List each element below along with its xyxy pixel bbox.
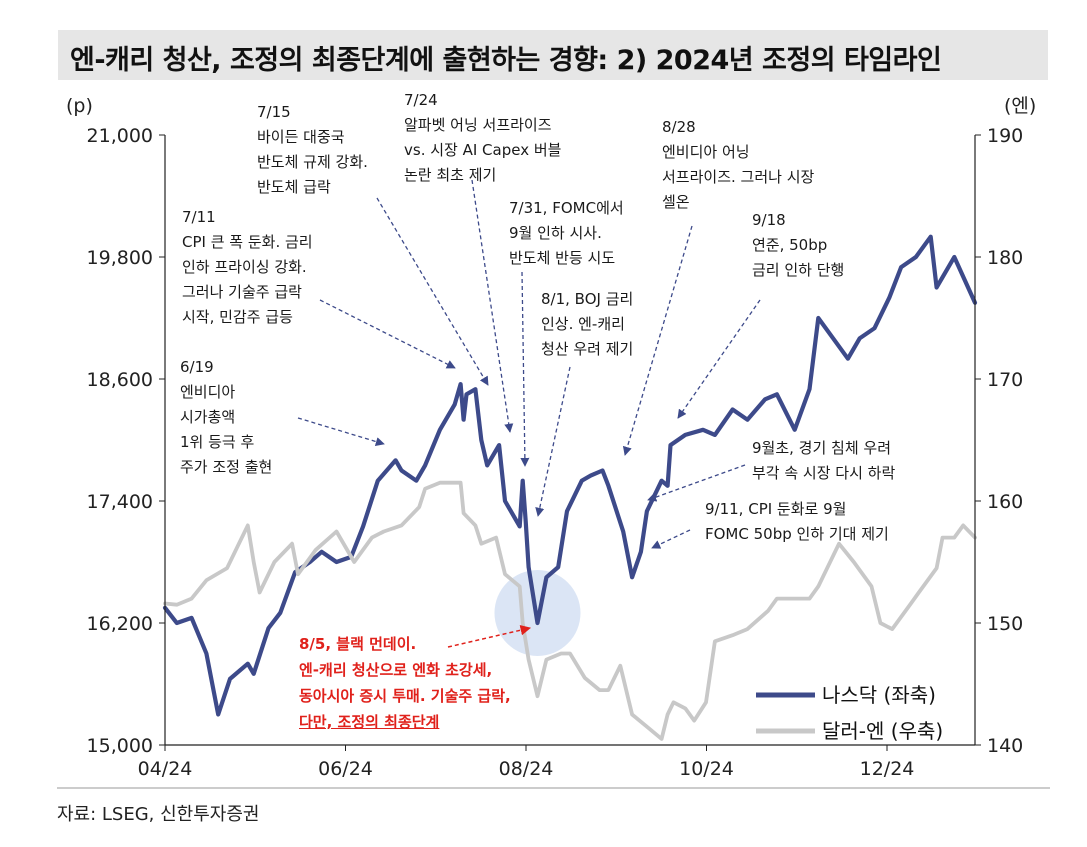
legend-label-nasdaq: 나스닥 (좌축) <box>822 683 936 707</box>
title-bar <box>58 30 1048 80</box>
arrow-0724 <box>471 179 514 433</box>
arrow-0731 <box>520 271 530 467</box>
annotation-line: vs. 시장 AI Capex 버블 <box>404 141 562 159</box>
annotation-line: 9/11, CPI 둔화로 9월 <box>705 500 847 518</box>
annotation-line: 7/24 <box>404 91 438 109</box>
annotation-0918: 9/18 연준, 50bp 금리 인하 단행 <box>752 208 844 283</box>
annotation-line: 논란 최초 제기 <box>404 166 497 184</box>
right-tick-label: 170 <box>987 369 1023 391</box>
series-line-usdjpy <box>163 480 977 741</box>
arrow-0918 <box>677 299 761 419</box>
annotation-line: 9월 인하 시사. <box>509 224 602 242</box>
annotation-line: 9월초, 경기 침체 우려 <box>752 439 892 457</box>
annotation-line: 7/31, FOMC에서 <box>509 199 624 217</box>
annotation-line: 9/18 <box>752 211 786 229</box>
arrow-0801 <box>535 366 571 517</box>
arrow-0619 <box>297 417 385 446</box>
annotation-line: 6/19 <box>180 358 214 376</box>
annotation-line: 7/11 <box>182 208 216 226</box>
left-tick-label: 16,200 <box>87 613 153 635</box>
annotation-line: 연준, 50bp <box>752 236 828 254</box>
annotation-underlined: 다만, 조정의 최종단계 <box>299 713 440 731</box>
right-tick-label: 180 <box>987 247 1023 269</box>
series-line-nasdaq <box>162 234 978 717</box>
left-tick-label: 15,000 <box>87 735 153 757</box>
annotation-line: 8/5, 블랙 먼데이. <box>299 635 417 653</box>
annotation-0911: 9/11, CPI 둔화로 9월 FOMC 50bp 인하 기대 제기 <box>705 497 889 547</box>
arrow-0715 <box>376 197 489 386</box>
annotation-line: 엔비디아 어닝 <box>662 143 750 161</box>
annotation-line: 시가총액 <box>180 408 236 426</box>
annotation-line: 동아시아 증시 투매. 기술주 급락, <box>299 687 511 705</box>
annotation-line: 반도체 급락 <box>257 178 331 196</box>
annotation-line: 8/28 <box>662 118 696 136</box>
x-tick-label: 12/24 <box>860 758 915 780</box>
x-tick-label: 10/24 <box>679 758 734 780</box>
left-tick-label: 18,600 <box>87 369 153 391</box>
annotation-line: 8/1, BOJ 금리 <box>541 290 634 308</box>
right-tick-label: 160 <box>987 491 1023 513</box>
annotation-line: 그러나 기술주 급락 <box>182 283 302 301</box>
right-tick-label: 190 <box>987 125 1023 147</box>
arrow-0911 <box>651 529 691 549</box>
left-tick-label: 21,000 <box>87 125 153 147</box>
right-tick-label: 150 <box>987 613 1023 635</box>
left-axis-unit: (p) <box>66 95 93 117</box>
legend-label-usdjpy: 달러-엔 (우축) <box>822 719 943 743</box>
arrow-sep-early <box>647 464 746 502</box>
right-axis-unit: (엔) <box>1004 95 1036 117</box>
annotation-0805: 8/5, 블랙 먼데이. 엔-캐리 청산으로 엔화 초강세, 동아시아 증시 투매.… <box>299 631 511 735</box>
left-tick-label: 19,800 <box>87 247 153 269</box>
annotation-line: 1위 등극 후 <box>180 433 255 451</box>
annotation-line: 반도체 규제 강화. <box>257 153 368 171</box>
x-tick-label: 04/24 <box>138 758 193 780</box>
annotation-line: 엔비디아 <box>180 383 236 401</box>
annotation-line: 청산 우려 제기 <box>541 340 634 358</box>
source-note: 자료: LSEG, 신한투자증권 <box>57 804 260 825</box>
annotation-line: 엔-캐리 청산으로 엔화 초강세, <box>299 661 493 679</box>
annotation-line: CPI 큰 폭 둔화. 금리 <box>182 233 313 251</box>
annotation-line: 금리 인하 단행 <box>752 261 845 279</box>
annotation-line: 인상. 엔-캐리 <box>541 315 625 333</box>
x-tick-label: 08/24 <box>499 758 554 780</box>
annotation-line: 인하 프라이싱 강화. <box>182 258 307 276</box>
annotation-line: FOMC 50bp 인하 기대 제기 <box>705 525 889 543</box>
annotation-line: 주가 조정 출현 <box>180 458 273 476</box>
chart-title: 엔-캐리 청산, 조정의 최종단계에 출현하는 경향: 2) 2024년 조정의… <box>70 45 942 76</box>
annotation-line: 부각 속 시장 다시 하락 <box>752 464 896 482</box>
annotation-line: 알파벳 어닝 서프라이즈 <box>404 116 552 134</box>
annotation-line: 서프라이즈. 그러나 시장 <box>662 168 815 186</box>
annotation-0731: 7/31, FOMC에서 9월 인하 시사. 반도체 반등 시도 <box>509 196 624 271</box>
arrow-0711 <box>319 299 456 369</box>
annotation-line: 셀온 <box>662 193 690 211</box>
arrow-0828 <box>622 225 693 456</box>
annotation-line: 반도체 반등 시도 <box>509 249 616 267</box>
annotation-line: 시작, 민감주 급등 <box>182 308 293 326</box>
right-tick-label: 140 <box>987 735 1023 757</box>
arrow-0805 <box>447 625 532 648</box>
annotation-line: 7/15 <box>257 103 291 121</box>
x-tick-label: 06/24 <box>318 758 373 780</box>
left-tick-label: 17,400 <box>87 491 153 513</box>
annotation-line: 바이든 대중국 <box>257 128 345 146</box>
